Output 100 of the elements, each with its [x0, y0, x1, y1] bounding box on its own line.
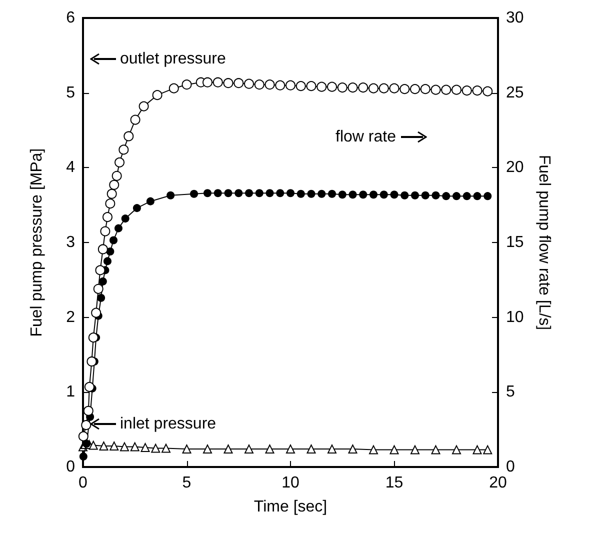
point [286, 189, 294, 198]
point [95, 265, 106, 276]
point [368, 83, 378, 94]
point [97, 294, 106, 302]
point [118, 144, 129, 155]
point [483, 445, 492, 454]
point [224, 444, 233, 454]
point [327, 82, 337, 92]
point [224, 189, 232, 198]
point [182, 444, 192, 454]
point [328, 190, 336, 198]
point [78, 431, 88, 442]
y-axis-title: Fuel pump pressure [MPa] [28, 148, 46, 337]
point [91, 308, 102, 318]
point [223, 78, 234, 88]
point [389, 83, 400, 94]
point [112, 170, 122, 181]
point [390, 445, 399, 454]
point [130, 114, 140, 125]
point [306, 444, 316, 454]
point [462, 192, 471, 200]
y-tick-label: 0 [66, 458, 76, 476]
y2-tick-label: 10 [506, 308, 524, 326]
point [190, 190, 198, 198]
y2-axis-title: Fuel pump flow rate [L/s] [536, 154, 552, 330]
point [452, 84, 462, 95]
y-tick-label: 2 [66, 308, 76, 326]
point [83, 406, 94, 416]
point [79, 452, 88, 461]
point [86, 356, 97, 366]
point [420, 84, 430, 94]
point [212, 77, 223, 88]
point [204, 189, 212, 198]
point [380, 190, 388, 199]
point [266, 189, 274, 198]
point [348, 190, 357, 199]
point [370, 190, 378, 199]
point [124, 131, 134, 142]
point [400, 84, 410, 94]
point [114, 157, 125, 168]
point [81, 420, 92, 430]
point [120, 442, 129, 452]
point [378, 83, 389, 94]
point [82, 440, 91, 448]
y2-tick-label: 20 [506, 159, 524, 176]
point [441, 84, 452, 95]
y-tick-label: 6 [66, 10, 76, 26]
x-tick-label: 15 [385, 474, 404, 492]
point [328, 444, 336, 454]
point [84, 382, 94, 392]
point [306, 81, 316, 92]
point [152, 90, 162, 100]
point [245, 189, 253, 198]
point [202, 77, 212, 88]
x-axis-title: Time [sec] [254, 498, 328, 516]
point [151, 444, 160, 453]
point [296, 190, 305, 198]
point [98, 244, 108, 254]
point [316, 82, 327, 92]
point [452, 445, 461, 454]
point [146, 197, 154, 206]
point [255, 189, 264, 198]
point [400, 191, 409, 200]
point [88, 440, 98, 450]
point [109, 180, 120, 190]
point [234, 78, 244, 88]
point [410, 445, 420, 454]
point [432, 191, 440, 200]
point [110, 442, 119, 451]
point [482, 86, 493, 96]
point [410, 84, 420, 94]
point [430, 84, 441, 95]
point [130, 442, 140, 452]
point [103, 257, 112, 266]
point [337, 82, 348, 93]
point [411, 191, 419, 200]
point [132, 204, 141, 212]
x-tick-label: 5 [182, 474, 192, 492]
point [162, 444, 170, 453]
point [99, 442, 108, 451]
point [102, 212, 112, 222]
point [234, 189, 243, 198]
point [472, 86, 482, 96]
annotation: flow rate [336, 128, 396, 146]
annotation: inlet pressure [120, 416, 216, 432]
point [105, 198, 116, 209]
y2-tick-label: 25 [506, 84, 524, 102]
point [318, 190, 326, 198]
point [307, 190, 316, 198]
y-tick-label: 5 [66, 84, 76, 102]
point [106, 188, 117, 199]
point [203, 444, 212, 454]
point [166, 191, 175, 200]
point [88, 332, 98, 343]
y2-tick-label: 0 [506, 458, 515, 476]
point [390, 190, 398, 199]
point [264, 80, 275, 90]
point [138, 101, 149, 112]
point [452, 192, 460, 200]
point [110, 236, 118, 244]
